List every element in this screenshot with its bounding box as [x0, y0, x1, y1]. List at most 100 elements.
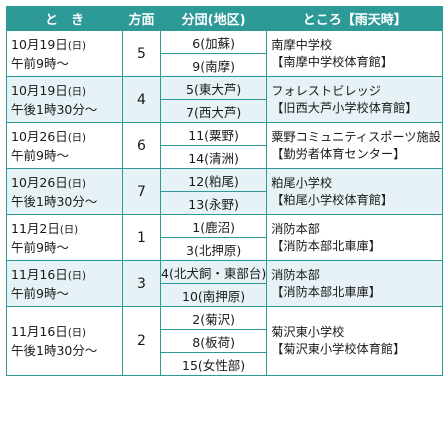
rain-place-name: 【粕尾小学校体育館】 — [271, 192, 394, 207]
table-row: 7(西大芦) — [7, 99, 443, 123]
date-cell: 10月19日(日) 午後1時30分～ — [6, 76, 123, 123]
branch-cell: 6(加蘇) — [159, 30, 268, 54]
date-text: 10月19日 — [11, 82, 68, 98]
table-row: 10月19日(日) 午前9時～ 5 6(加蘇) 南摩中学校 【南摩中学校体育館】 — [6, 30, 444, 77]
rain-place-name: 【勤労者体育センター】 — [271, 146, 406, 161]
branch-cell: 11(粟野) — [159, 122, 268, 146]
table-row: 10月26日(日) 午前9時～ 6 11(粟野) 粟野コミュニティスポーツ施設 【勤労者体… — [6, 122, 444, 169]
branch-cell: 12(粕尾) — [159, 168, 268, 192]
schedule-table: と き 方面 分団(地区) ところ【雨天時】 10月19日(日) 午前9時～ 5 6(… — [6, 6, 444, 376]
place-name: 粕尾小学校 — [271, 175, 333, 190]
time-text: 午前9時～ — [11, 147, 69, 163]
rain-place-name: 【旧西大芦小学校体育館】 — [271, 100, 418, 115]
rain-place-name: 【消防本部北車庫】 — [271, 238, 381, 253]
branch-cell: 5(東大芦) — [159, 76, 268, 100]
rain-place-name: 【菊沢東小学校体育館】 — [271, 342, 406, 356]
branch-cell: 15(女性部) — [159, 352, 268, 376]
branch-cell: 4(北犬飼・東部台) — [159, 260, 268, 284]
area-number: 2 — [122, 306, 161, 376]
area-number: 1 — [122, 214, 161, 261]
header-number: 方面 — [122, 6, 161, 31]
branch-cell: 8(板荷) — [159, 329, 268, 353]
table-row: 13(永野) — [7, 191, 443, 215]
date-cell: 11月16日(日) 午前9時～ — [6, 260, 123, 307]
time-text: 午後1時30分～ — [11, 101, 98, 117]
date-day: 10月19日(日) — [11, 82, 122, 101]
area-number: 7 — [122, 168, 161, 215]
place-cell: 消防本部【消防本部北車庫】 — [266, 214, 444, 261]
table-header-row: と き 方面 分団(地区) ところ【雨天時】 — [6, 6, 444, 31]
table-row: 11月16日(日) 午後1時30分～ 2 2(菊沢) 菊沢東小学校 【菊沢東小学校体育館】 — [6, 306, 444, 376]
table-row: 8(板荷) — [7, 329, 443, 353]
branch-cell: 10(南押原) — [159, 283, 268, 307]
place-cell: フォレストビレッジ【旧西大芦小学校体育館】 — [266, 76, 444, 123]
time-text: 午後1時30分～ — [11, 193, 98, 209]
weekday-text: (日) — [67, 177, 87, 190]
area-number: 6 — [122, 122, 161, 169]
table-row: 14(清洲) — [7, 145, 443, 169]
date-text: 10月19日 — [11, 36, 68, 52]
weekday-text: (日) — [59, 223, 79, 236]
date-cell: 11月2日(日) 午前9時～ — [6, 214, 123, 261]
date-day: 11月2日(日) — [11, 220, 122, 239]
branch-cell: 3(北押原) — [159, 237, 268, 261]
rain-place-name: 【南摩中学校体育館】 — [271, 54, 394, 69]
branch-cell: 14(清洲) — [159, 145, 268, 169]
place-name: 消防本部 — [271, 221, 320, 236]
place-name: フォレストビレッジ — [271, 83, 381, 98]
date-text: 10月26日 — [11, 174, 68, 190]
place-cell: 消防本部【消防本部北車庫】 — [266, 260, 444, 307]
branch-cell: 13(永野) — [159, 191, 268, 215]
date-day: 11月16日(日) — [11, 266, 122, 285]
date-cell: 10月26日(日) 午後1時30分～ — [6, 168, 123, 215]
place-cell: 粟野コミュニティスポーツ施設 【勤労者体育センター】 — [266, 122, 444, 169]
table-row: 9(南摩) — [7, 53, 443, 77]
time-text: 午前9時～ — [11, 55, 69, 71]
place-name: 南摩中学校 — [271, 37, 333, 52]
rain-place-name: 【消防本部北車庫】 — [271, 284, 381, 299]
area-number: 5 — [122, 30, 161, 77]
table-row: 15(女性部) — [7, 352, 443, 376]
time-text: 午前9時～ — [11, 239, 69, 255]
place-name: 消防本部 — [271, 267, 320, 282]
table-row: 11月2日(日) 午前9時～ 1 1(鹿沼) 消防本部 【消防本部北車庫】 — [6, 214, 444, 261]
place-cell: 南摩中学校【南摩中学校体育館】 — [266, 30, 444, 77]
place-cell: 粕尾小学校【粕尾小学校体育館】 — [266, 168, 444, 215]
weekday-text: (日) — [67, 131, 87, 144]
date-text: 11月2日 — [11, 220, 60, 236]
time-text: 午前9時～ — [11, 285, 69, 301]
header-branch: 分団(地区) — [159, 6, 268, 31]
schedule-body: 10月19日(日) 午前9時～ 5 6(加蘇) 南摩中学校 【南摩中学校体育館】 9(南摩)… — [6, 30, 444, 376]
weekday-text: (日) — [67, 327, 87, 339]
weekday-text: (日) — [67, 39, 87, 52]
date-cell: 10月26日(日) 午前9時～ — [6, 122, 123, 169]
place-name: 粟野コミュニティスポーツ施設 — [271, 129, 441, 144]
place-cell: 菊沢東小学校【菊沢東小学校体育館】 — [266, 306, 444, 376]
table-row: 3(北押原) — [7, 237, 443, 261]
date-cell: 11月16日(日) 午後1時30分～ — [6, 306, 123, 376]
area-number: 3 — [122, 260, 161, 307]
header-place: ところ【雨天時】 — [266, 6, 444, 31]
table-row: 10月26日(日) 午後1時30分～ 7 12(粕尾) 粕尾小学校 【粕尾小学校体育館】 — [6, 168, 444, 215]
date-day: 10月19日(日) — [11, 36, 122, 55]
date-cell: 10月19日(日) 午前9時～ — [6, 30, 123, 77]
date-text: 11月16日 — [11, 266, 68, 282]
weekday-text: (日) — [67, 269, 87, 282]
date-text: 11月16日 — [11, 324, 68, 339]
table-row: 10(南押原) — [7, 283, 443, 307]
date-day: 10月26日(日) — [11, 128, 122, 147]
weekday-text: (日) — [67, 85, 87, 98]
table-row: 10月19日(日) 午後1時30分～ 4 5(東大芦) フォレストビレッジ 【旧西大芦小学… — [6, 76, 444, 123]
branch-cell: 2(菊沢) — [159, 306, 268, 330]
header-date: と き — [6, 6, 123, 31]
time-text: 午後1時30分～ — [11, 343, 98, 358]
branch-cell: 9(南摩) — [159, 53, 268, 77]
date-day: 11月16日(日) — [11, 323, 122, 342]
area-number: 4 — [122, 76, 161, 123]
place-name: 菊沢東小学校 — [271, 325, 345, 339]
branch-cell: 7(西大芦) — [159, 99, 268, 123]
branch-cell: 1(鹿沼) — [159, 214, 268, 238]
date-text: 10月26日 — [11, 128, 68, 144]
table-row: 11月16日(日) 午前9時～ 3 4(北犬飼・東部台) 消防本部 【消防本部北車庫】 — [6, 260, 444, 307]
date-day: 10月26日(日) — [11, 174, 122, 193]
